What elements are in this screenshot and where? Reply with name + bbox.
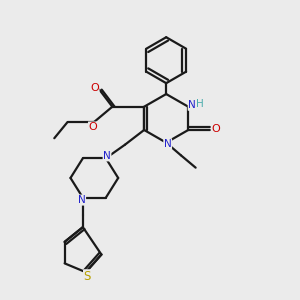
Text: N: N <box>78 195 86 205</box>
Text: O: O <box>88 122 97 132</box>
Text: S: S <box>84 270 91 283</box>
Text: N: N <box>188 100 196 110</box>
Text: O: O <box>211 124 220 134</box>
Text: O: O <box>90 83 99 93</box>
Text: H: H <box>196 99 203 110</box>
Text: N: N <box>164 139 172 149</box>
Text: N: N <box>103 151 111 161</box>
